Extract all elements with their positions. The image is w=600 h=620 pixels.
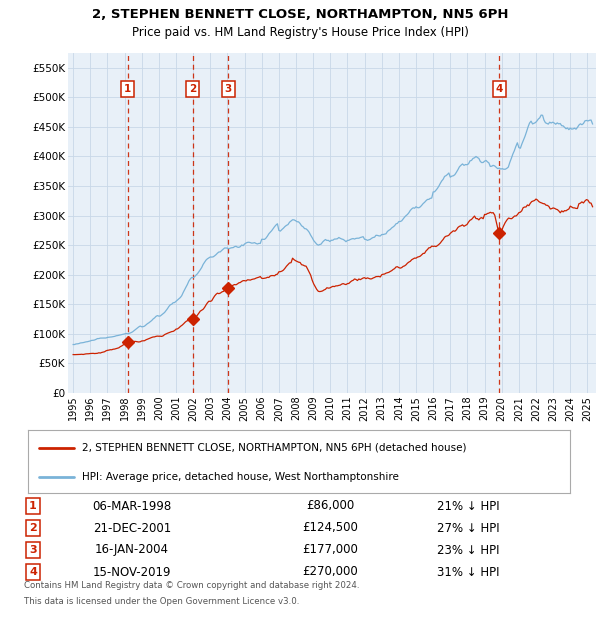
Text: 06-MAR-1998: 06-MAR-1998: [92, 500, 172, 513]
Text: £124,500: £124,500: [302, 521, 358, 534]
Text: £86,000: £86,000: [306, 500, 354, 513]
Text: 4: 4: [496, 84, 503, 94]
Text: 31% ↓ HPI: 31% ↓ HPI: [437, 565, 499, 578]
Text: 21% ↓ HPI: 21% ↓ HPI: [437, 500, 499, 513]
Text: HPI: Average price, detached house, West Northamptonshire: HPI: Average price, detached house, West…: [82, 472, 399, 482]
Text: 2: 2: [189, 84, 196, 94]
Text: 3: 3: [224, 84, 232, 94]
Text: Contains HM Land Registry data © Crown copyright and database right 2024.: Contains HM Land Registry data © Crown c…: [24, 581, 359, 590]
Text: 2, STEPHEN BENNETT CLOSE, NORTHAMPTON, NN5 6PH: 2, STEPHEN BENNETT CLOSE, NORTHAMPTON, N…: [92, 8, 508, 21]
Text: 3: 3: [29, 545, 37, 555]
Text: 16-JAN-2004: 16-JAN-2004: [95, 544, 169, 557]
Text: 21-DEC-2001: 21-DEC-2001: [93, 521, 171, 534]
Text: This data is licensed under the Open Government Licence v3.0.: This data is licensed under the Open Gov…: [24, 597, 299, 606]
Text: 23% ↓ HPI: 23% ↓ HPI: [437, 544, 499, 557]
Text: £270,000: £270,000: [302, 565, 358, 578]
Text: £177,000: £177,000: [302, 544, 358, 557]
Text: 1: 1: [124, 84, 131, 94]
Text: 1: 1: [29, 501, 37, 511]
Text: 2, STEPHEN BENNETT CLOSE, NORTHAMPTON, NN5 6PH (detached house): 2, STEPHEN BENNETT CLOSE, NORTHAMPTON, N…: [82, 443, 467, 453]
Text: 15-NOV-2019: 15-NOV-2019: [93, 565, 171, 578]
Text: Price paid vs. HM Land Registry's House Price Index (HPI): Price paid vs. HM Land Registry's House …: [131, 26, 469, 39]
Text: 27% ↓ HPI: 27% ↓ HPI: [437, 521, 499, 534]
Text: 4: 4: [29, 567, 37, 577]
Text: 2: 2: [29, 523, 37, 533]
